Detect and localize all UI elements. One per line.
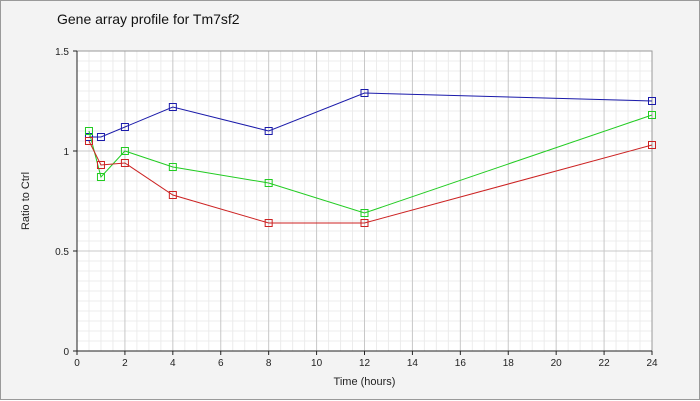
x-tick-label: 6 (218, 358, 224, 369)
x-tick-label: 22 (599, 358, 611, 369)
data-point-marker (84, 137, 93, 145)
data-point-marker (648, 141, 656, 149)
data-point-marker (168, 191, 177, 199)
y-tick-label: 0.5 (55, 247, 69, 258)
data-point-marker (84, 127, 93, 135)
x-tick-label: 0 (74, 358, 80, 369)
series-line (88, 114, 653, 214)
x-tick-label: 8 (266, 358, 272, 369)
series-2 (84, 111, 656, 217)
data-point-marker (648, 97, 656, 105)
series-layer (84, 89, 656, 227)
x-tick-label: 24 (646, 358, 658, 369)
data-point-marker (264, 127, 273, 135)
x-tick-label: 16 (455, 358, 467, 369)
series-1 (84, 89, 656, 141)
axes (73, 50, 653, 355)
data-point-marker (360, 219, 369, 227)
data-point-marker (360, 89, 369, 97)
x-tick-labels: 0 2 4 6 8 10 12 14 16 18 20 22 24 (74, 358, 658, 369)
x-tick-label: 2 (122, 358, 128, 369)
data-point-marker (120, 159, 129, 167)
chart-title: Gene array profile for Tm7sf2 (57, 11, 240, 27)
y-tick-label: 0 (63, 347, 69, 358)
data-point-marker (264, 219, 273, 227)
data-point-marker (96, 133, 105, 141)
data-point-marker (648, 111, 656, 119)
data-point-marker (96, 173, 105, 181)
x-axis-label: Time (hours) (334, 376, 396, 388)
y-tick-labels: 0 0.5 1 1.5 (55, 47, 69, 358)
x-tick-label: 18 (503, 358, 515, 369)
data-point-marker (96, 161, 105, 169)
data-point-marker (264, 179, 273, 187)
series-line (88, 92, 653, 138)
data-point-marker (360, 209, 369, 217)
x-tick-label: 20 (551, 358, 563, 369)
y-tick-label: 1.5 (55, 47, 69, 58)
data-point-marker (168, 163, 177, 171)
series-line (88, 140, 653, 224)
x-tick-label: 12 (359, 358, 371, 369)
y-tick-label: 1 (63, 147, 69, 158)
data-point-marker (168, 103, 177, 111)
series-3 (84, 137, 656, 227)
x-tick-label: 10 (311, 358, 323, 369)
y-axis-label: Ratio to Ctrl (20, 172, 32, 230)
x-tick-label: 4 (170, 358, 176, 369)
data-point-marker (120, 147, 129, 155)
x-tick-label: 14 (407, 358, 419, 369)
data-point-marker (120, 123, 129, 131)
